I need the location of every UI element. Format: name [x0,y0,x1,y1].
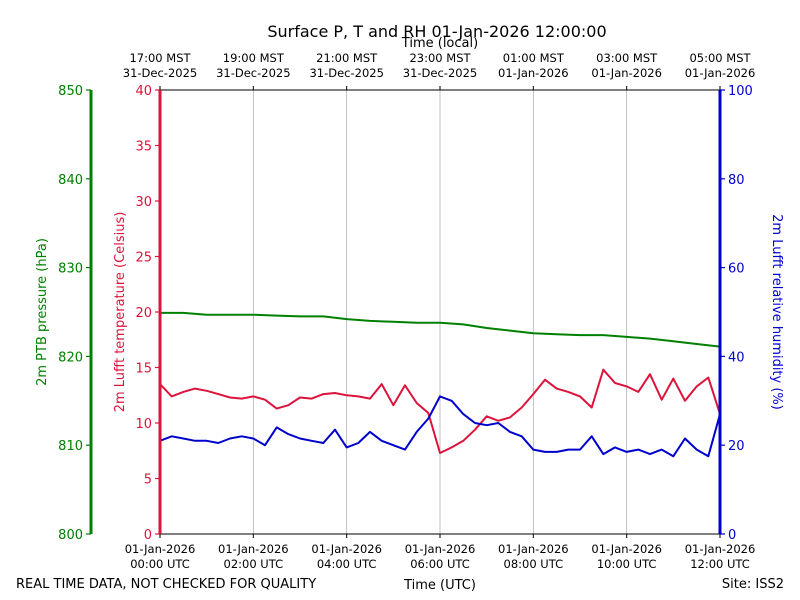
humidity-axis-tick-label: 20 [728,439,745,454]
chart-title: Surface P, T and RH 01-Jan-2026 12:00:00 [267,22,606,41]
pressure-series-line [160,311,721,348]
bottom-tick-date: 01-Jan-2026 [591,542,662,556]
humidity-axis-tick-label: 40 [728,350,745,365]
top-tick-time: 21:00 MST [316,51,378,65]
humidity-axis-tick-label: 0 [728,528,736,543]
quality-notice: REAL TIME DATA, NOT CHECKED FOR QUALITY [16,577,316,592]
pressure-axis-tick-label: 850 [58,84,83,99]
pressure-axis-tick-label: 840 [58,173,83,188]
bottom-tick-time: 12:00 UTC [690,557,750,571]
vertical-grid [252,90,628,534]
top-tick-time: 01:00 MST [503,51,565,65]
temperature-axis-tick-label: 40 [135,84,152,99]
x-axis-label: Time (UTC) [403,578,476,593]
bottom-tick-date: 01-Jan-2026 [405,542,476,556]
bottom-tick-date: 01-Jan-2026 [498,542,569,556]
temperature-axis: 0 5 10 15 20 25 30 35 40 [135,84,162,543]
bottom-tick-date: 01-Jan-2026 [125,542,196,556]
top-axis-label: Time (local) [401,36,478,51]
temperature-axis-tick-label: 35 [135,140,152,155]
temperature-axis-label: 2m Lufft temperature (Celsius) [113,212,128,413]
humidity-axis: 0 20 40 60 80 100 [718,84,753,543]
bottom-tick-time: 10:00 UTC [597,557,657,571]
site-label: Site: ISS2 [722,577,784,592]
temperature-axis-tick-label: 20 [135,306,152,321]
top-tick-time: 19:00 MST [223,51,285,65]
bottom-tick-time: 00:00 UTC [130,557,190,571]
top-tick-date: 31-Dec-2025 [216,66,290,80]
bottom-tick-date: 01-Jan-2026 [218,542,289,556]
temperature-axis-tick-label: 5 [144,473,152,488]
top-tick-date: 31-Dec-2025 [123,66,197,80]
humidity-series-line [159,395,721,458]
top-tick-time: 23:00 MST [409,51,471,65]
humidity-axis-label: 2m Lufft relative humidity (%) [769,214,784,410]
bottom-tick-time: 04:00 UTC [317,557,377,571]
humidity-axis-tick-label: 60 [728,262,745,277]
pressure-axis-tick-label: 830 [58,262,83,277]
bottom-tick-time: 02:00 UTC [224,557,284,571]
humidity-axis-tick-label: 80 [728,173,745,188]
top-tick-time: 03:00 MST [596,51,658,65]
series-layer [159,311,721,458]
temperature-axis-tick-label: 30 [135,195,152,210]
pressure-axis-label: 2m PTB pressure (hPa) [35,238,50,386]
top-tick-date: 01-Jan-2026 [498,66,569,80]
top-tick-time: 17:00 MST [129,51,191,65]
bottom-tick-date: 01-Jan-2026 [311,542,382,556]
bottom-tick-date: 01-Jan-2026 [685,542,756,556]
temperature-axis-tick-label: 0 [144,528,152,543]
top-tick-time: 05:00 MST [689,51,751,65]
pressure-axis: 800 810 820 830 840 850 [58,84,93,543]
pressure-axis-tick-label: 800 [58,528,83,543]
humidity-axis-tick-label: 100 [728,84,753,99]
pressure-axis-tick-label: 820 [58,350,83,365]
bottom-tick-time: 08:00 UTC [504,557,564,571]
top-tick-date: 31-Dec-2025 [403,66,477,80]
temperature-axis-tick-label: 10 [135,417,152,432]
temperature-series-line [159,368,721,454]
bottom-tick-time: 06:00 UTC [410,557,470,571]
temperature-axis-tick-label: 15 [135,362,152,377]
temperature-axis-tick-label: 25 [135,251,152,266]
pressure-axis-tick-label: 810 [58,439,83,454]
top-tick-date: 01-Jan-2026 [685,66,756,80]
top-tick-date: 31-Dec-2025 [309,66,383,80]
top-tick-date: 01-Jan-2026 [591,66,662,80]
